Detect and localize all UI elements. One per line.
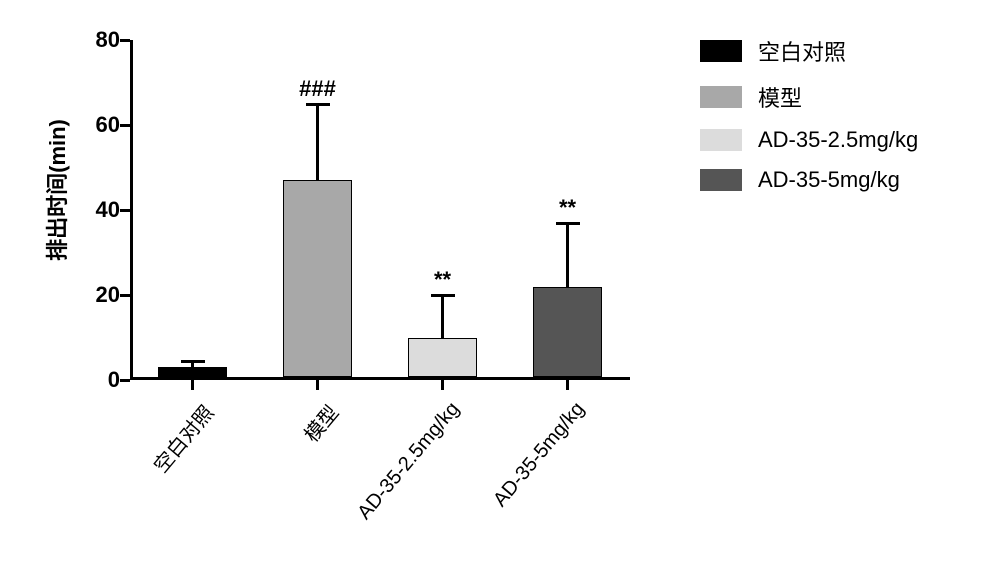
x-tick (566, 380, 569, 390)
y-tick-label: 20 (60, 282, 120, 308)
legend-swatch (700, 40, 742, 62)
legend-label: AD-35-5mg/kg (758, 167, 900, 193)
legend-item: 空白对照 (700, 35, 970, 67)
x-tick-label: AD-35-5mg/kg (489, 398, 589, 512)
significance-annotation: ** (434, 267, 451, 293)
error-bar (441, 295, 444, 338)
error-cap (181, 360, 205, 363)
error-cap (556, 222, 580, 225)
legend-item: AD-35-2.5mg/kg (700, 127, 970, 153)
y-tick (120, 39, 130, 42)
bar (283, 180, 352, 377)
bar (158, 367, 227, 377)
x-tick (441, 380, 444, 390)
y-tick-label: 60 (60, 112, 120, 138)
legend-swatch (700, 86, 742, 108)
legend-swatch (700, 169, 742, 191)
y-tick-label: 80 (60, 27, 120, 53)
legend-swatch (700, 129, 742, 151)
legend-item: 模型 (700, 81, 970, 113)
error-bar (566, 223, 569, 287)
error-bar (316, 104, 319, 181)
x-tick (316, 380, 319, 390)
x-tick-label: AD-35-2.5mg/kg (353, 398, 464, 524)
y-axis-title: 排出时间(min) (40, 119, 72, 261)
legend: 空白对照模型 AD-35-2.5mg/kg AD-35-5mg/kg (700, 35, 970, 207)
legend-label: 模型 (758, 81, 802, 113)
x-tick (191, 380, 194, 390)
significance-annotation: ### (299, 76, 336, 102)
x-tick-label: 模型 (296, 398, 344, 447)
y-tick-label: 40 (60, 197, 120, 223)
y-tick (120, 294, 130, 297)
plot-area: 020406080空白对照###模型**AD-35-2.5mg/kg**AD-3… (130, 40, 630, 380)
y-tick-label: 0 (60, 367, 120, 393)
legend-label: AD-35-2.5mg/kg (758, 127, 918, 153)
x-tick-label: 空白对照 (145, 398, 219, 478)
legend-label: 空白对照 (758, 35, 846, 67)
y-tick (120, 124, 130, 127)
y-tick (120, 209, 130, 212)
legend-item: AD-35-5mg/kg (700, 167, 970, 193)
error-cap (306, 103, 330, 106)
bar (408, 338, 477, 378)
y-axis-line (130, 40, 133, 380)
y-tick (120, 379, 130, 382)
chart-container: 排出时间(min) 020406080空白对照###模型**AD-35-2.5m… (50, 20, 670, 540)
bar (533, 287, 602, 378)
significance-annotation: ** (559, 195, 576, 221)
x-axis-line (130, 377, 630, 380)
error-cap (431, 294, 455, 297)
